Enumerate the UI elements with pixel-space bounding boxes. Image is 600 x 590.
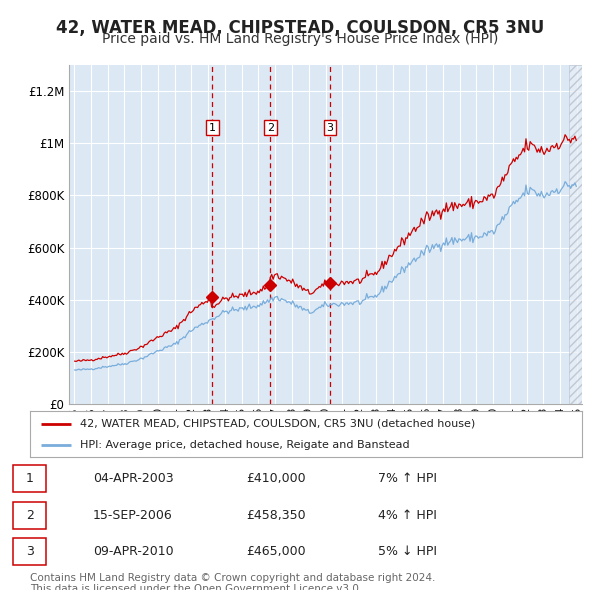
Text: 5% ↓ HPI: 5% ↓ HPI: [378, 545, 437, 558]
Text: 4% ↑ HPI: 4% ↑ HPI: [378, 509, 437, 522]
Text: 09-APR-2010: 09-APR-2010: [93, 545, 173, 558]
Text: 1: 1: [26, 472, 34, 485]
Text: 2: 2: [267, 123, 274, 133]
Text: 7% ↑ HPI: 7% ↑ HPI: [378, 472, 437, 485]
Text: 2: 2: [26, 509, 34, 522]
Text: Contains HM Land Registry data © Crown copyright and database right 2024.
This d: Contains HM Land Registry data © Crown c…: [30, 573, 436, 590]
Text: HPI: Average price, detached house, Reigate and Banstead: HPI: Average price, detached house, Reig…: [80, 440, 409, 450]
Text: £410,000: £410,000: [246, 472, 305, 485]
Text: 3: 3: [326, 123, 334, 133]
Text: 42, WATER MEAD, CHIPSTEAD, COULSDON, CR5 3NU: 42, WATER MEAD, CHIPSTEAD, COULSDON, CR5…: [56, 19, 544, 37]
Text: 42, WATER MEAD, CHIPSTEAD, COULSDON, CR5 3NU (detached house): 42, WATER MEAD, CHIPSTEAD, COULSDON, CR5…: [80, 419, 475, 429]
Text: 3: 3: [26, 545, 34, 558]
Text: £465,000: £465,000: [246, 545, 305, 558]
Text: £458,350: £458,350: [246, 509, 305, 522]
Text: 04-APR-2003: 04-APR-2003: [93, 472, 173, 485]
Text: Price paid vs. HM Land Registry's House Price Index (HPI): Price paid vs. HM Land Registry's House …: [102, 32, 498, 47]
Text: 1: 1: [209, 123, 216, 133]
Text: 15-SEP-2006: 15-SEP-2006: [93, 509, 173, 522]
